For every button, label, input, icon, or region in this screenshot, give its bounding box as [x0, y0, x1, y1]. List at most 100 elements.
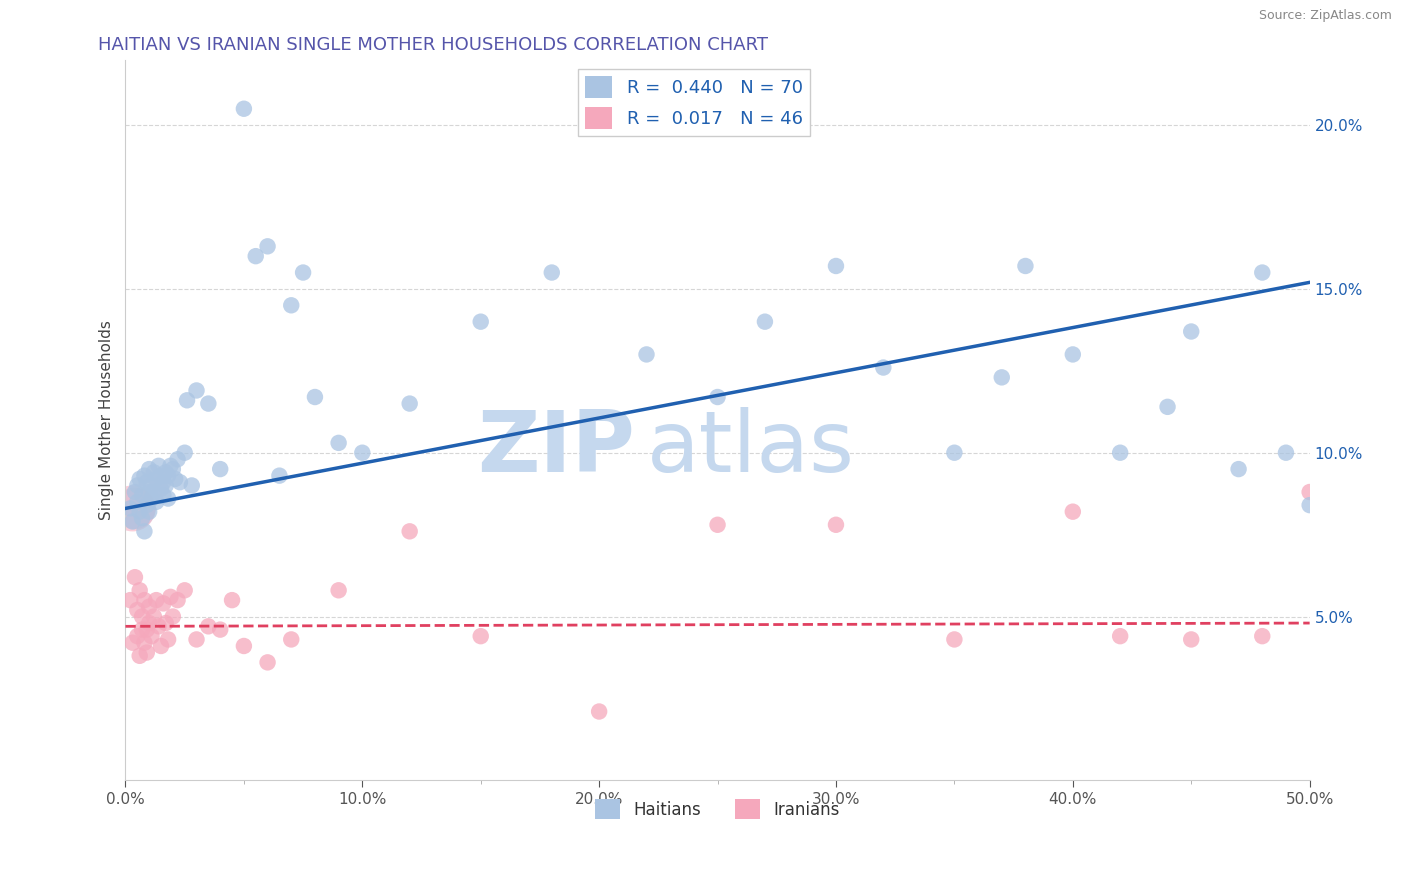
Point — [142, 609, 165, 624]
Point — [127, 603, 149, 617]
Text: Source: ZipAtlas.com: Source: ZipAtlas.com — [1258, 9, 1392, 22]
Point — [145, 472, 167, 486]
Point — [825, 259, 848, 273]
Text: HAITIAN VS IRANIAN SINGLE MOTHER HOUSEHOLDS CORRELATION CHART: HAITIAN VS IRANIAN SINGLE MOTHER HOUSEHO… — [98, 36, 769, 54]
Text: atlas: atlas — [647, 408, 855, 491]
Point — [138, 485, 160, 500]
Point — [128, 583, 150, 598]
Point — [135, 646, 157, 660]
Point — [131, 609, 153, 624]
Point — [128, 648, 150, 663]
Point — [943, 632, 966, 647]
Point — [352, 446, 374, 460]
Point — [124, 485, 146, 500]
Point — [872, 360, 894, 375]
Point — [120, 501, 142, 516]
Point — [540, 266, 562, 280]
Point — [162, 609, 184, 624]
Point — [304, 390, 326, 404]
Point — [209, 623, 232, 637]
Point — [148, 458, 170, 473]
Point — [1156, 400, 1178, 414]
Point — [155, 466, 177, 480]
Point — [135, 498, 157, 512]
Point — [398, 524, 420, 539]
Point — [186, 384, 208, 398]
Point — [121, 501, 143, 516]
Point — [159, 458, 181, 473]
Point — [470, 629, 492, 643]
Point — [152, 596, 174, 610]
Point — [150, 482, 173, 496]
Point — [121, 515, 143, 529]
Point — [280, 632, 302, 647]
Point — [269, 468, 291, 483]
Point — [157, 468, 180, 483]
Point — [135, 475, 157, 490]
Point — [221, 593, 243, 607]
Point — [127, 629, 149, 643]
Point — [588, 705, 610, 719]
Point — [1298, 485, 1320, 500]
Point — [636, 347, 658, 361]
Point — [173, 446, 195, 460]
Point — [245, 249, 267, 263]
Point — [1275, 446, 1298, 460]
Point — [706, 517, 728, 532]
Point — [232, 102, 254, 116]
Point — [1227, 462, 1250, 476]
Point — [142, 466, 165, 480]
Point — [1109, 629, 1132, 643]
Point — [127, 478, 149, 492]
Point — [134, 636, 156, 650]
Point — [152, 475, 174, 490]
Point — [1180, 632, 1202, 647]
Point — [825, 517, 848, 532]
Point — [135, 623, 157, 637]
Point — [754, 315, 776, 329]
Point — [1251, 266, 1274, 280]
Point — [1180, 325, 1202, 339]
Point — [197, 619, 219, 633]
Point — [398, 396, 420, 410]
Point — [1062, 347, 1084, 361]
Point — [124, 570, 146, 584]
Point — [165, 472, 187, 486]
Point — [145, 593, 167, 607]
Point — [706, 390, 728, 404]
Point — [157, 491, 180, 506]
Point — [138, 615, 160, 630]
Y-axis label: Single Mother Households: Single Mother Households — [100, 320, 114, 520]
Point — [159, 590, 181, 604]
Point — [256, 239, 278, 253]
Point — [150, 639, 173, 653]
Point — [128, 505, 150, 519]
Point — [152, 488, 174, 502]
Point — [328, 436, 350, 450]
Point — [124, 501, 146, 516]
Point — [131, 488, 153, 502]
Point — [134, 468, 156, 483]
Point — [155, 615, 177, 630]
Point — [131, 623, 153, 637]
Point — [1109, 446, 1132, 460]
Point — [141, 491, 163, 506]
Point — [138, 599, 160, 614]
Point — [256, 656, 278, 670]
Point — [169, 475, 191, 490]
Point — [127, 495, 149, 509]
Point — [1014, 259, 1036, 273]
Point — [209, 462, 232, 476]
Point — [150, 468, 173, 483]
Point — [328, 583, 350, 598]
Point — [943, 446, 966, 460]
Point — [134, 524, 156, 539]
Point — [141, 629, 163, 643]
Point — [1251, 629, 1274, 643]
Legend: Haitians, Iranians: Haitians, Iranians — [589, 792, 846, 826]
Point — [142, 485, 165, 500]
Point — [1062, 505, 1084, 519]
Point — [157, 632, 180, 647]
Point — [166, 452, 188, 467]
Point — [176, 393, 198, 408]
